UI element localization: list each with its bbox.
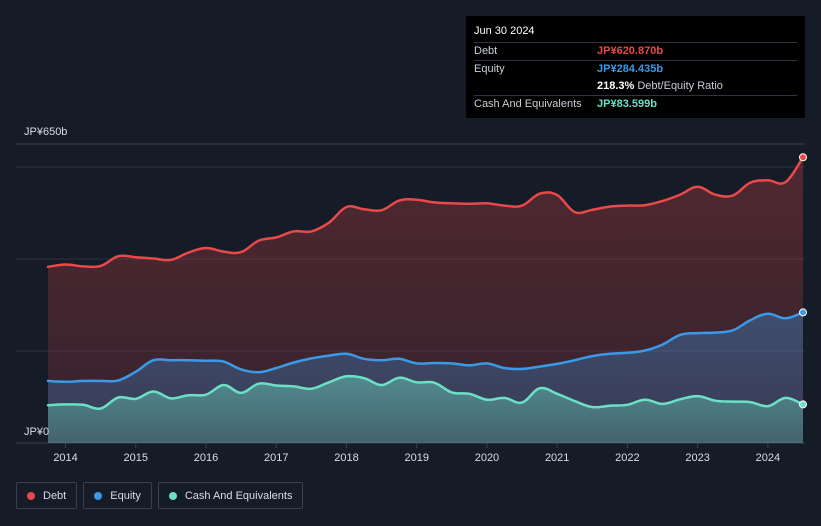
tooltip-ratio-value: 218.3%	[597, 80, 635, 92]
tooltip-row-debt: Debt JP¥620.870b	[474, 42, 797, 60]
y-axis-bottom-label: JP¥0	[24, 426, 49, 438]
tooltip-debt-label: Debt	[474, 45, 498, 57]
legend-label-equity: Equity	[110, 489, 141, 502]
x-axis-ticks: 2014 2015 2016 2017 2018 2019 2020 2021 2022 2023…	[53, 443, 780, 464]
tooltip-equity-value: JP¥284.435b	[597, 63, 664, 75]
legend-label-cash: Cash And Equivalents	[184, 489, 293, 502]
legend-dot-cash-icon	[168, 491, 177, 500]
x-tick-label: 2023	[685, 452, 709, 464]
legend-item-cash[interactable]: Cash And Equivalents	[157, 482, 304, 509]
series-lines	[46, 156, 805, 410]
tooltip-row-equity: Equity JP¥284.435b	[474, 60, 797, 78]
x-tick-label: 2018	[334, 452, 358, 464]
x-tick-label: 2014	[53, 452, 77, 464]
x-tick-label: 2019	[404, 452, 428, 464]
line-cash	[46, 374, 805, 410]
y-axis-top-label: JP¥650b	[24, 126, 67, 138]
tooltip-equity-label: Equity	[474, 63, 505, 75]
legend-label-debt: Debt	[43, 489, 67, 502]
line-equity	[46, 311, 805, 384]
tooltip-cash-label: Cash And Equivalents	[474, 98, 582, 110]
chart-legend: Debt Equity Cash And Equivalents	[16, 482, 304, 509]
legend-dot-debt-icon	[27, 491, 35, 500]
x-tick-label: 2020	[475, 452, 499, 464]
x-tick-label: 2017	[264, 452, 288, 464]
legend-item-equity[interactable]: Equity	[83, 482, 152, 509]
x-tick-label: 2021	[545, 452, 569, 464]
tooltip-ratio-spacer	[474, 78, 597, 95]
x-tick-label: 2015	[124, 452, 148, 464]
line-debt	[46, 156, 805, 269]
x-tick-label: 2016	[194, 452, 218, 464]
end-marker-cash	[799, 400, 807, 409]
end-marker-equity	[799, 308, 807, 317]
tooltip-cash-value: JP¥83.599b	[597, 98, 657, 110]
tooltip-row-cash: Cash And Equivalents JP¥83.599b	[474, 95, 797, 113]
end-markers	[799, 153, 807, 409]
tooltip-date: Jun 30 2024	[474, 25, 535, 37]
x-tick-label: 2024	[756, 452, 780, 464]
tooltip-ratio-label: Debt/Equity Ratio	[637, 80, 723, 92]
end-marker-debt	[799, 153, 807, 162]
legend-dot-equity-icon	[94, 491, 103, 500]
x-tick-label: 2022	[615, 452, 639, 464]
tooltip-debt-value: JP¥620.870b	[597, 45, 664, 57]
hover-tooltip: Jun 30 2024 Debt JP¥620.870b Equity JP¥2…	[466, 16, 805, 118]
tooltip-row-ratio: 218.3% Debt/Equity Ratio	[474, 78, 797, 95]
legend-item-debt[interactable]: Debt	[16, 482, 78, 509]
